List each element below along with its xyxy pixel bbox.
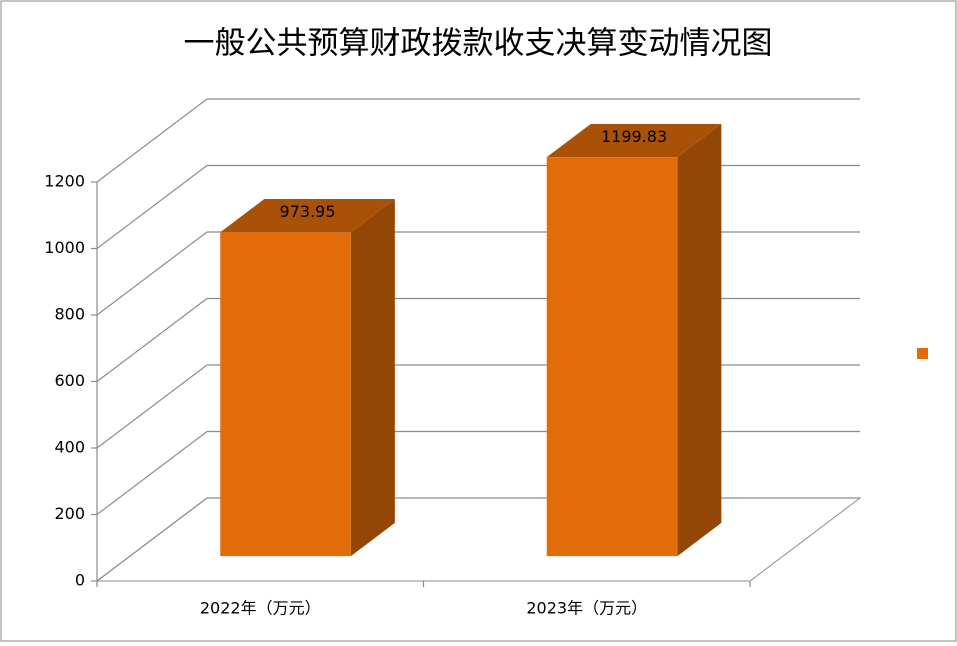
y-tick-label: 1200 [44, 172, 85, 191]
y-tick-label: 600 [54, 371, 85, 390]
bar-side [677, 123, 722, 557]
grid-line [96, 431, 208, 515]
grid-line [96, 298, 208, 382]
y-tick-label: 800 [54, 305, 85, 324]
x-tick-label: 2023年（万元） [526, 599, 647, 618]
y-tick-label: 1000 [44, 238, 85, 257]
legend-swatch [917, 348, 928, 359]
data-label: 1199.83 [601, 127, 667, 146]
bar [546, 157, 678, 557]
bar-top [546, 123, 722, 158]
data-label: 973.95 [280, 202, 336, 221]
x-tick-label: 2022年（万元） [200, 599, 321, 618]
y-tick-label: 200 [54, 504, 85, 523]
grid-line [96, 231, 208, 316]
grid-line [96, 497, 208, 582]
y-tick-label: 400 [54, 438, 85, 457]
chart-title: 一般公共预算财政拨款收支决算变动情况图 [184, 26, 773, 62]
grid-line [96, 364, 208, 449]
grid-line [96, 98, 208, 183]
y-tick-label: 0 [75, 571, 85, 590]
bar [220, 232, 351, 557]
grid-line [96, 165, 208, 249]
bar-top [220, 199, 395, 233]
bar-side [350, 199, 395, 557]
